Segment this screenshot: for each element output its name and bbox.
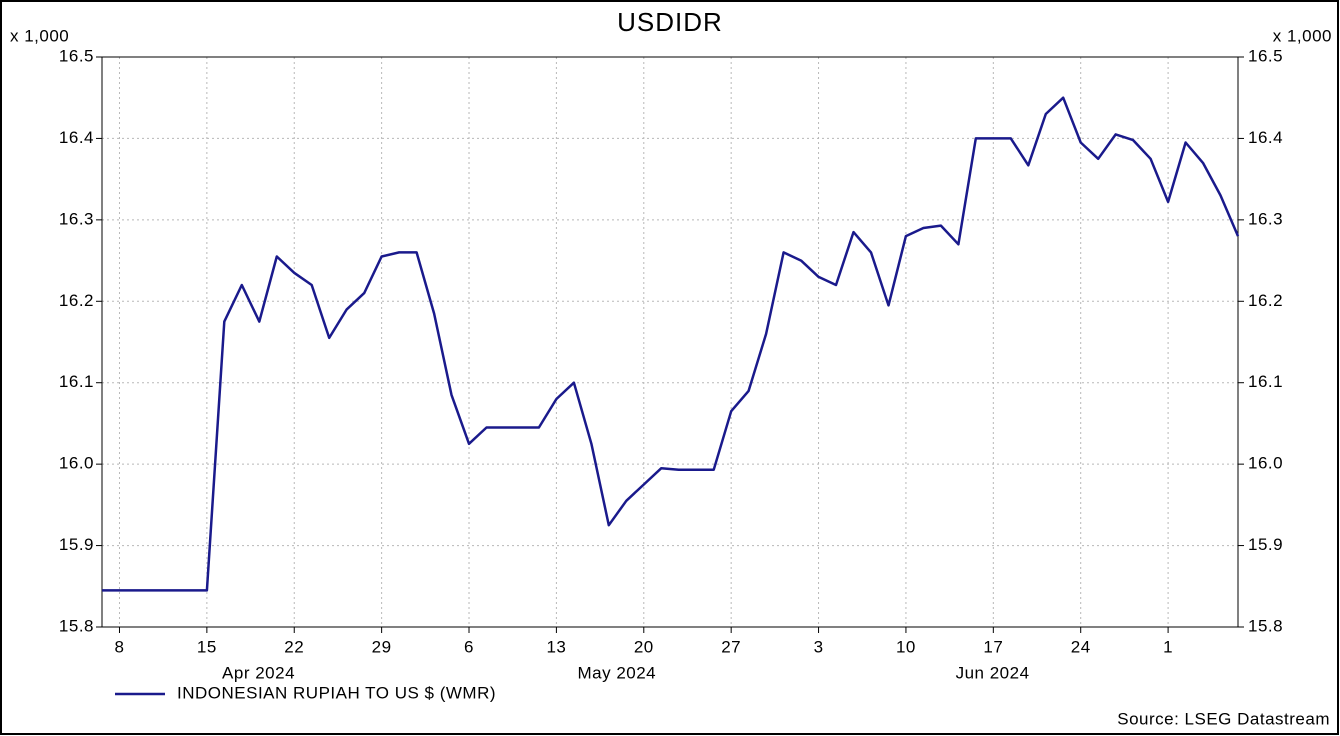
y-tick-label: 16.4 [59, 128, 94, 147]
y-unit-label: x 1,000 [10, 26, 69, 45]
y2-tick-label: 15.8 [1248, 616, 1283, 635]
x-tick-label: 6 [464, 637, 474, 656]
x-tick-label: 29 [372, 637, 392, 656]
y2-tick-label: 15.9 [1248, 535, 1283, 554]
x-tick-label: 3 [814, 637, 824, 656]
x-tick-label: 17 [983, 637, 1003, 656]
y2-tick-label: 16.4 [1248, 128, 1283, 147]
x-tick-label: 13 [546, 637, 566, 656]
series-line [102, 96, 1240, 592]
chart-title: USDIDR [617, 7, 723, 37]
x-tick-label: 24 [1071, 637, 1091, 656]
y-tick-label: 16.5 [59, 46, 94, 65]
x-tick-label: 20 [634, 637, 654, 656]
y2-tick-label: 16.5 [1248, 46, 1283, 65]
y-tick-label: 16.0 [59, 454, 94, 473]
month-label: May 2024 [577, 663, 656, 682]
x-tick-label: 22 [284, 637, 304, 656]
y2-tick-label: 16.2 [1248, 291, 1283, 310]
x-tick-label: 27 [721, 637, 741, 656]
legend-label: INDONESIAN RUPIAH TO US $ (WMR) [177, 683, 496, 702]
x-tick-label: 10 [896, 637, 916, 656]
plot-frame [101, 56, 1239, 628]
month-label: Apr 2024 [222, 663, 295, 682]
y-tick-label: 16.2 [59, 291, 94, 310]
y-tick-label: 16.3 [59, 209, 94, 228]
y2-tick-label: 16.1 [1248, 372, 1283, 391]
x-tick-label: 8 [114, 637, 124, 656]
y2-tick-label: 16.3 [1248, 209, 1283, 228]
x-tick-label: 1 [1163, 637, 1173, 656]
source-note: Source: LSEG Datastream [1117, 709, 1330, 728]
y2-unit-label: x 1,000 [1273, 26, 1332, 45]
x-tick-label: 15 [197, 637, 217, 656]
y-tick-label: 15.8 [59, 616, 94, 635]
y-tick-label: 15.9 [59, 535, 94, 554]
y2-tick-label: 16.0 [1248, 454, 1283, 473]
y-tick-label: 16.1 [59, 372, 94, 391]
month-label: Jun 2024 [956, 663, 1030, 682]
